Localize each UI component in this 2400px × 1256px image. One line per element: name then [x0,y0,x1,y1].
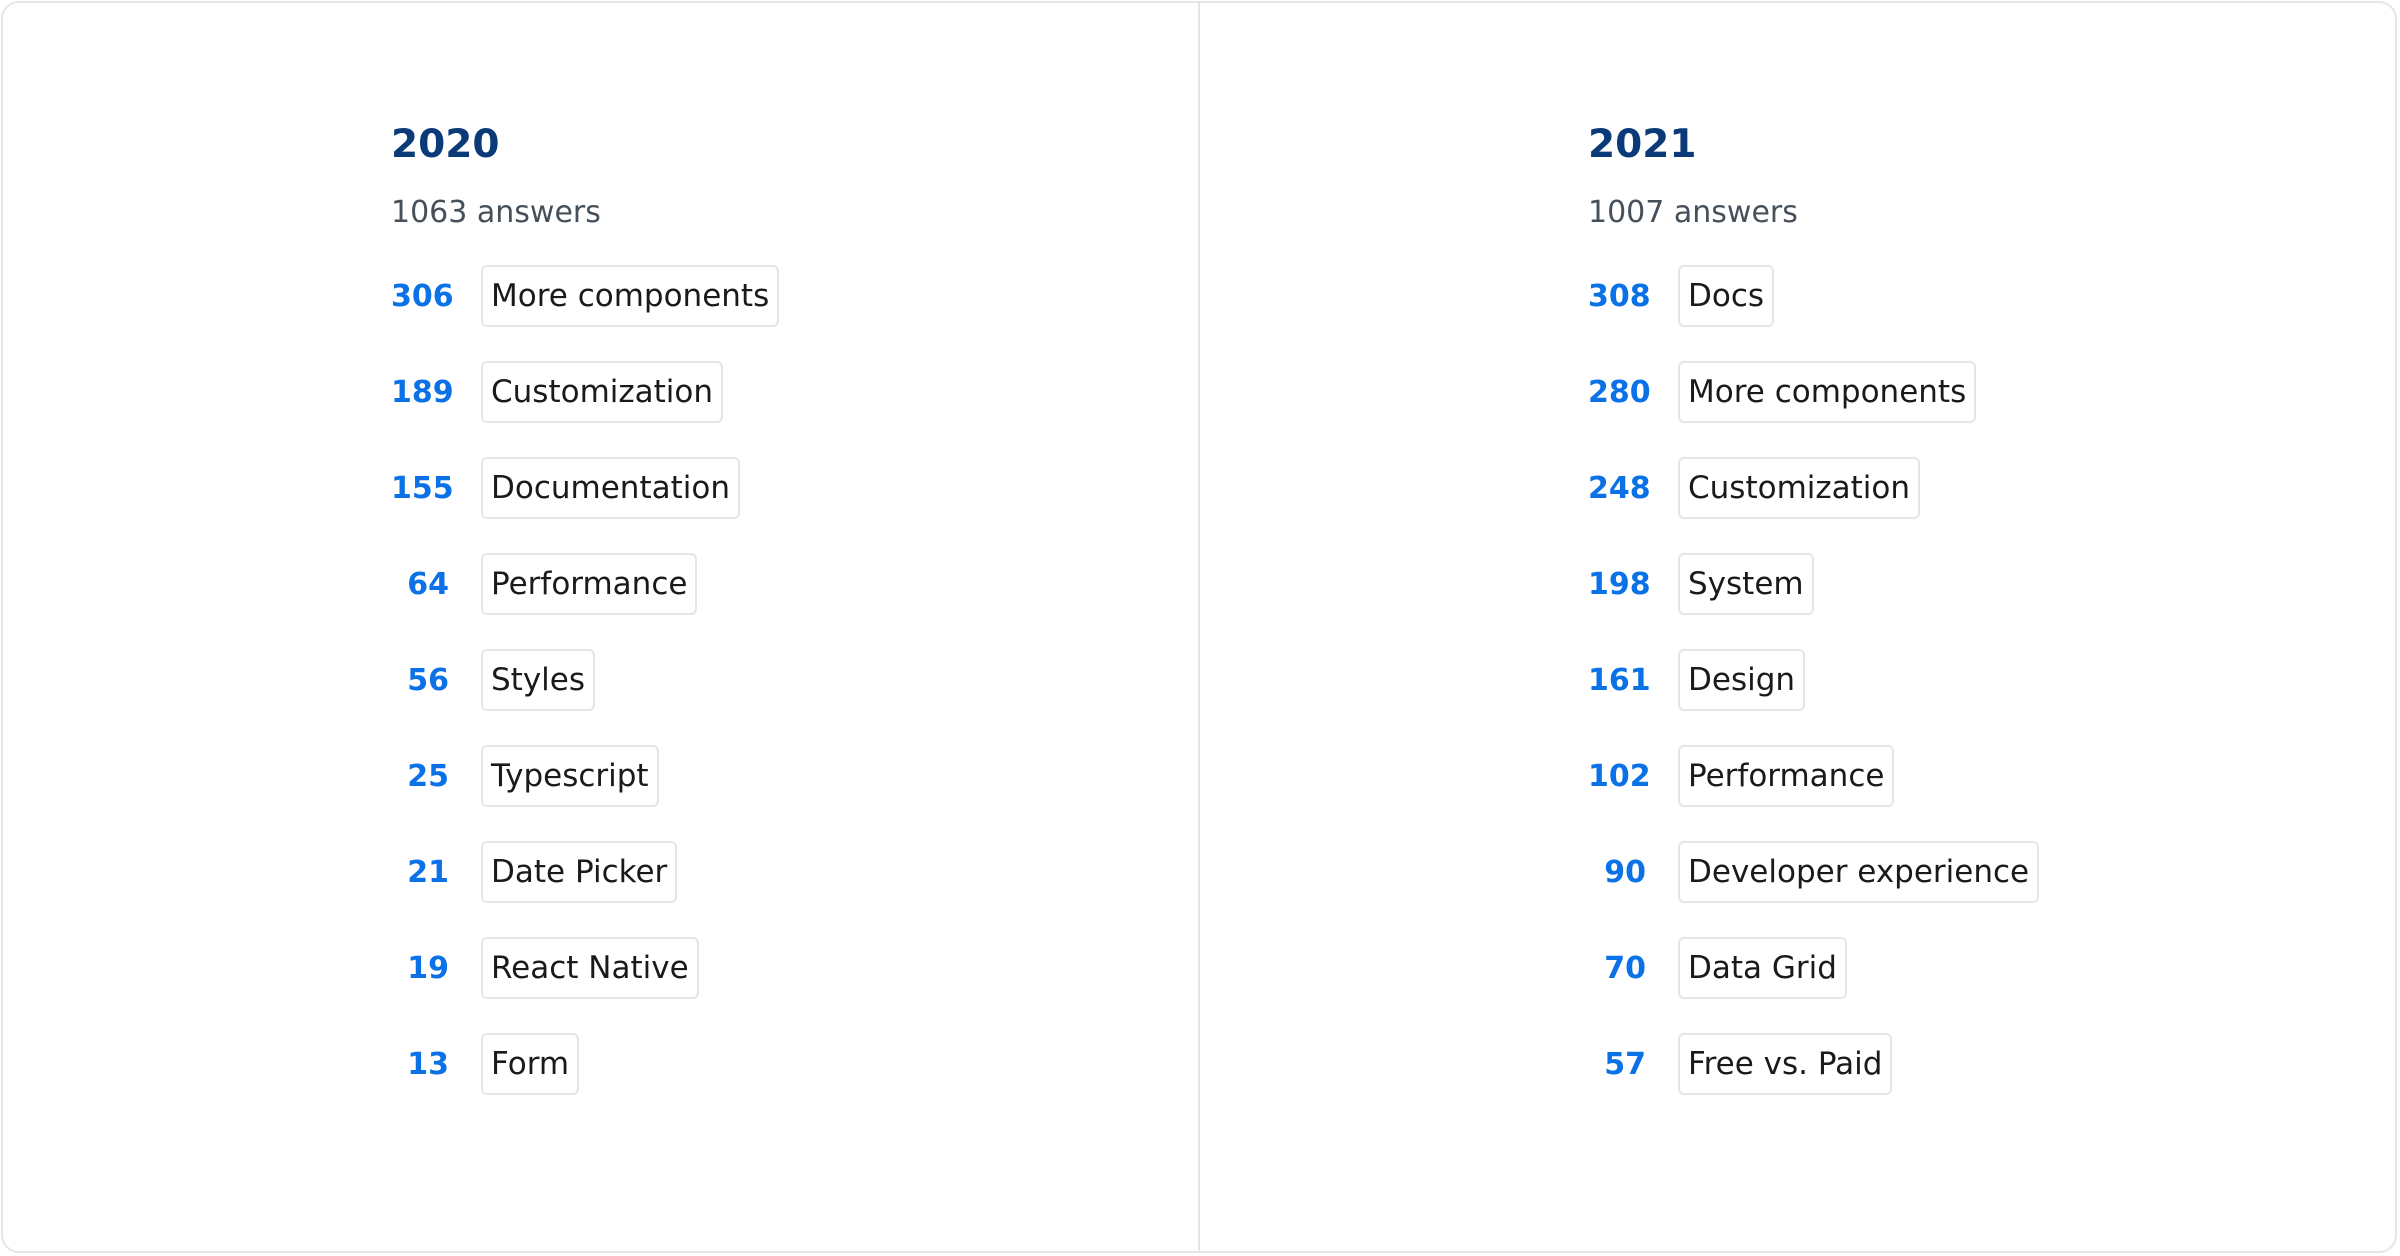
list-item: 155 Documentation [391,457,779,519]
vote-count: 189 [391,374,454,410]
column-content: 2020 1063 answers 306 More components 18… [391,115,780,1129]
year-heading: 2020 [391,122,500,167]
vote-count: 198 [1588,566,1651,602]
topic-chip: System [1678,553,1814,615]
vote-count: 155 [391,470,454,506]
topic-chip: More components [481,265,780,327]
list-item: 64 Performance [391,553,779,615]
list-item: 21 Date Picker [391,841,779,903]
topic-chip: Design [1678,649,1806,711]
list-item: 248 Customization [1588,457,2039,519]
list-item: 25 Typescript [391,745,779,807]
vote-count: 25 [407,758,449,794]
list-item: 19 React Native [391,937,779,999]
topic-chip: Developer experience [1678,841,2040,903]
year-column-2020: 2020 1063 answers 306 More components 18… [3,3,1198,1251]
topic-chip: Free vs. Paid [1678,1033,1893,1095]
list-item: 102 Performance [1588,745,2039,807]
topic-chip: Data Grid [1678,937,1847,999]
vote-count: 306 [391,278,454,314]
vote-count: 90 [1604,854,1646,890]
vote-count: 70 [1604,950,1646,986]
topic-chip: Customization [1678,457,1921,519]
vote-count: 21 [407,854,449,890]
topic-list: 308 Docs 280 More components 248 Customi… [1588,265,2040,1095]
vote-count: 308 [1588,278,1651,314]
topic-chip: Performance [481,553,698,615]
vote-count: 57 [1604,1046,1646,1082]
vote-count: 248 [1588,470,1651,506]
vote-count: 13 [407,1046,449,1082]
list-item: 306 More components [391,265,780,327]
vote-count: 64 [407,566,449,602]
list-item: 280 More components [1588,361,2039,423]
topic-chip: Documentation [481,457,740,519]
topic-chip: Styles [481,649,596,711]
list-item: 70 Data Grid [1588,937,2039,999]
column-content: 2021 1007 answers 308 Docs 280 More comp… [1588,115,2040,1129]
topic-chip: Form [481,1033,580,1095]
topic-chip: React Native [481,937,699,999]
answers-count: 1063 answers [391,195,601,230]
topic-list: 306 More components 189 Customization 15… [391,265,780,1095]
list-item: 90 Developer experience [1588,841,2040,903]
topic-chip: Performance [1678,745,1895,807]
vote-count: 280 [1588,374,1651,410]
list-item: 57 Free vs. Paid [1588,1033,2039,1095]
topic-chip: Customization [481,361,724,423]
vote-count: 102 [1588,758,1651,794]
list-item: 13 Form [391,1033,779,1095]
list-item: 308 Docs [1588,265,2039,327]
vote-count: 161 [1588,662,1651,698]
year-column-2021: 2021 1007 answers 308 Docs 280 More comp… [1198,3,2395,1251]
list-item: 198 System [1588,553,2039,615]
answers-count: 1007 answers [1588,195,1798,230]
list-item: 189 Customization [391,361,779,423]
list-item: 56 Styles [391,649,779,711]
vote-count: 19 [407,950,449,986]
year-heading: 2021 [1588,122,1697,167]
topic-chip: Typescript [481,745,659,807]
topic-chip: Date Picker [481,841,678,903]
topic-chip: More components [1678,361,1977,423]
vote-count: 56 [407,662,449,698]
list-item: 161 Design [1588,649,2039,711]
topic-chip: Docs [1678,265,1775,327]
